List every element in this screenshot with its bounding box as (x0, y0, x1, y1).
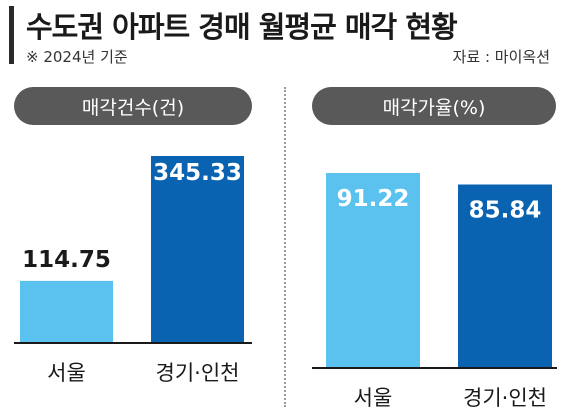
bar-0-1 (151, 156, 244, 343)
value-label-1-0: 91.22 (337, 186, 410, 212)
bar-0-0 (20, 280, 113, 343)
source-note: 자료 : 마이옥션 (452, 48, 550, 66)
panel-divider (284, 87, 286, 407)
category-label-0-1: 경기·인천 (156, 361, 240, 385)
category-label-1-1: 경기·인천 (463, 386, 547, 410)
chart-title: 수도권 아파트 경매 월평균 매각 현황 (26, 10, 458, 44)
category-label-0-0: 서울 (47, 361, 86, 385)
value-label-0-0: 114.75 (22, 247, 111, 273)
basis-note: ※ 2024년 기준 (26, 48, 128, 66)
right-panel-title: 매각가율(%) (312, 87, 556, 125)
category-label-1-0: 서울 (354, 386, 393, 410)
value-label-1-1: 85.84 (469, 198, 542, 224)
left-panel-title: 매각건수(건) (14, 87, 252, 125)
bar-1-0 (326, 173, 420, 368)
bar-1-1 (458, 184, 552, 368)
value-label-0-1: 345.33 (153, 160, 242, 186)
title-accent-bar (9, 6, 14, 64)
